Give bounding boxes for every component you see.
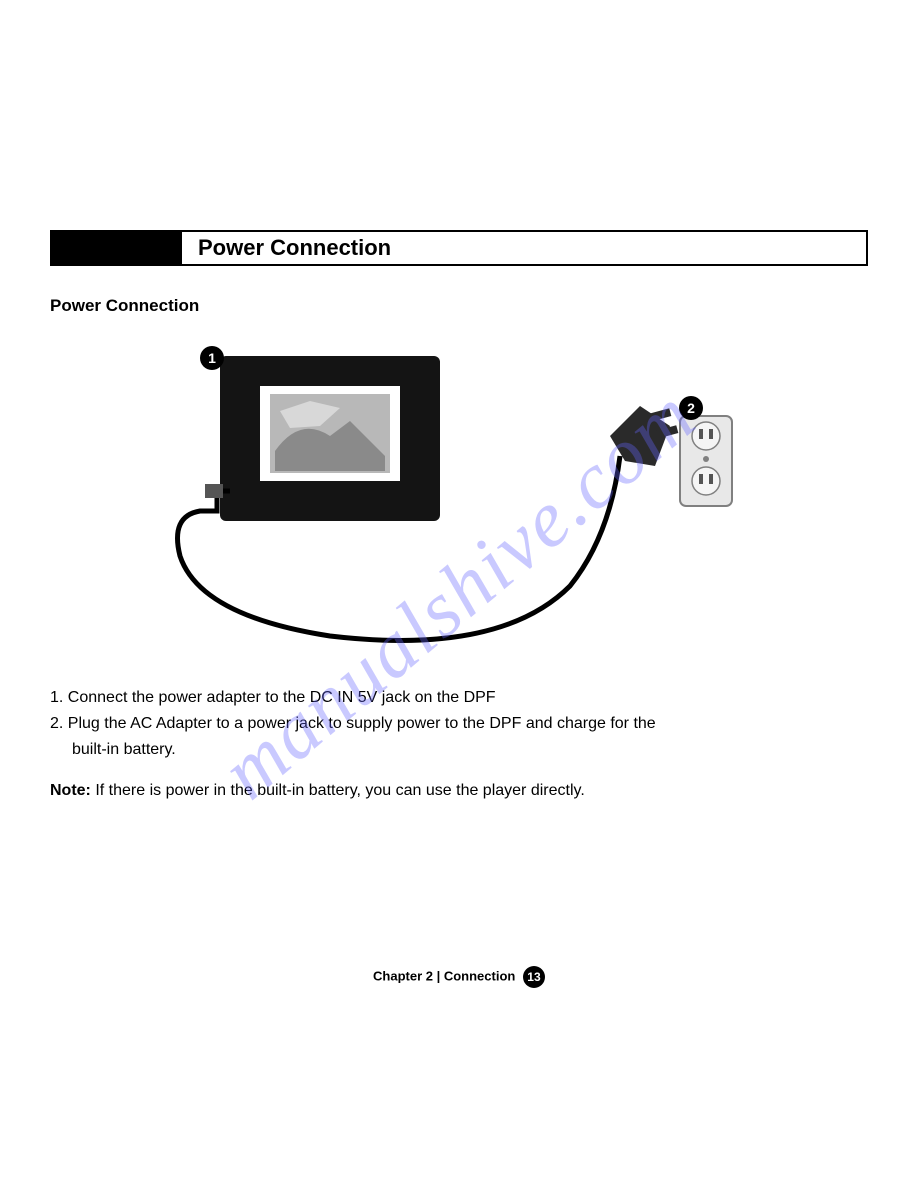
instruction-2a: 2. Plug the AC Adapter to a power jack t… bbox=[50, 712, 868, 736]
instruction-2b: built-in battery. bbox=[50, 738, 868, 762]
dc-plug bbox=[205, 484, 223, 498]
diagram-badge-1: 1 bbox=[200, 346, 224, 370]
power-connection-diagram: 1 2 bbox=[50, 336, 868, 656]
footer-chapter-text: Chapter 2 | Connection bbox=[373, 968, 515, 983]
note-block: Note: If there is power in the built-in … bbox=[50, 782, 868, 800]
diagram-badge-2: 2 bbox=[679, 396, 703, 420]
instruction-list: 1. Connect the power adapter to the DC I… bbox=[50, 686, 868, 762]
page-number-badge: 13 bbox=[523, 966, 545, 988]
wall-outlet bbox=[680, 416, 732, 506]
note-label: Note: bbox=[50, 782, 91, 799]
instruction-1: 1. Connect the power adapter to the DC I… bbox=[50, 686, 868, 710]
page-content: Power Connection Power Connection 1 2 bbox=[0, 0, 918, 800]
note-text: If there is power in the built-in batter… bbox=[91, 782, 585, 799]
title-bar-text: Power Connection bbox=[182, 232, 866, 264]
title-bar: Power Connection bbox=[50, 230, 868, 266]
diagram-svg bbox=[50, 336, 870, 656]
section-subtitle: Power Connection bbox=[50, 296, 868, 316]
title-bar-accent bbox=[52, 232, 182, 264]
page-footer: Chapter 2 | Connection 13 bbox=[0, 966, 918, 988]
